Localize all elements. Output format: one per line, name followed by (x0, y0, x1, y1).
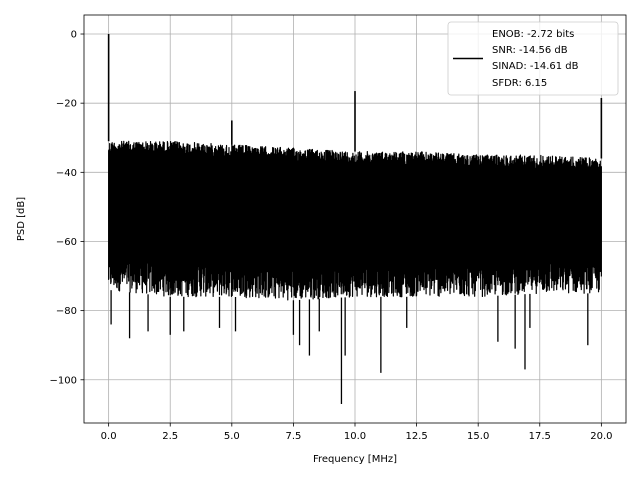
legend-sfdr: SFDR: 6.15 (492, 78, 547, 89)
x-tick-label: 7.5 (285, 431, 301, 442)
y-tick-label: −20 (56, 99, 77, 110)
legend-box (447, 21, 619, 96)
psd-series (107, 34, 603, 404)
legend: ENOB: -2.72 bits SNR: -14.56 dB SINAD: -… (447, 21, 619, 96)
y-tick-label: 0 (71, 30, 77, 41)
x-tick-label: 10.0 (344, 431, 366, 442)
x-tick-label: 0.0 (101, 431, 117, 442)
y-tick-label: −40 (56, 168, 77, 179)
x-axis: 0.0 2.5 5.0 7.5 10.0 12.5 15.0 17.5 20.0 (101, 423, 612, 442)
x-tick-label: 2.5 (162, 431, 178, 442)
x-tick-label: 12.5 (405, 431, 427, 442)
y-axis: 0 −20 −40 −60 −80 −100 (50, 30, 84, 386)
legend-snr: SNR: -14.56 dB (492, 45, 568, 56)
x-tick-label: 15.0 (467, 431, 489, 442)
y-tick-label: −100 (50, 375, 77, 386)
x-axis-label: Frequency [MHz] (313, 454, 397, 465)
legend-enob: ENOB: -2.72 bits (492, 29, 574, 40)
legend-sinad: SINAD: -14.61 dB (492, 61, 579, 72)
psd-noise-trace (108, 140, 602, 301)
x-tick-label: 5.0 (224, 431, 240, 442)
y-tick-label: −60 (56, 237, 77, 248)
x-tick-label: 17.5 (529, 431, 551, 442)
x-tick-label: 20.0 (590, 431, 612, 442)
y-axis-label: PSD [dB] (16, 197, 27, 241)
y-tick-label: −80 (56, 306, 77, 317)
